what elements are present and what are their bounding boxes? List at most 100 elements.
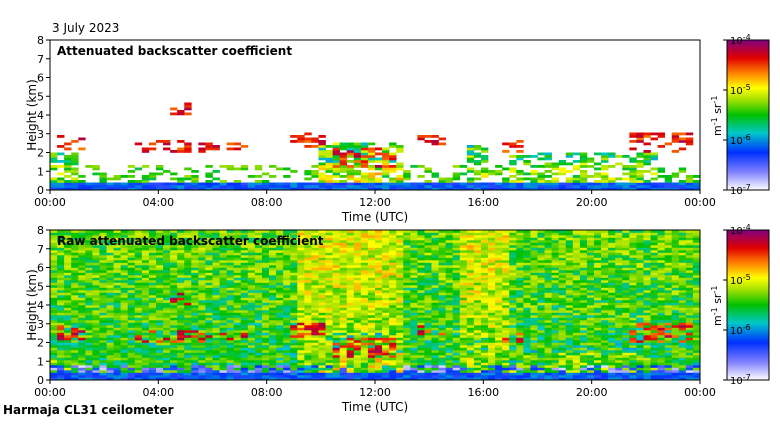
heatmap-cell [156, 305, 163, 308]
heatmap-cell [64, 185, 71, 188]
heatmap-cell [410, 165, 417, 168]
heatmap-cell [523, 273, 530, 276]
heatmap-cell [163, 140, 170, 143]
heatmap-cell [227, 355, 234, 358]
heatmap-cell [213, 315, 220, 318]
heatmap-cell [467, 238, 474, 241]
heatmap-cell [163, 298, 170, 301]
heatmap-cell [432, 315, 439, 318]
heatmap-cell [241, 303, 248, 306]
heatmap-cell [523, 333, 530, 336]
heatmap-cell [198, 290, 205, 293]
heatmap-cell [333, 250, 340, 253]
heatmap-cell [85, 260, 92, 263]
heatmap-cell [636, 135, 643, 138]
heatmap-cell [142, 298, 149, 301]
heatmap-cell [135, 335, 142, 338]
heatmap-cell [340, 275, 347, 278]
heatmap-cell [205, 373, 212, 376]
heatmap-cell [439, 180, 446, 183]
heatmap-cell [234, 375, 241, 378]
heatmap-cell [361, 240, 368, 243]
heatmap-cell [354, 155, 361, 158]
heatmap-cell [234, 288, 241, 291]
heatmap-cell [347, 145, 354, 148]
heatmap-cell [50, 375, 57, 378]
heatmap-cell [502, 308, 509, 311]
heatmap-cell [516, 353, 523, 356]
heatmap-cell [276, 365, 283, 368]
heatmap-cell [311, 350, 318, 353]
heatmap-cell [417, 250, 424, 253]
heatmap-cell [523, 320, 530, 323]
heatmap-cell [85, 375, 92, 378]
heatmap-cell [559, 185, 566, 188]
heatmap-cell [340, 280, 347, 283]
heatmap-cell [304, 258, 311, 261]
heatmap-cell [57, 290, 64, 293]
heatmap-cell [354, 160, 361, 163]
heatmap-cell [92, 268, 99, 271]
heatmap-cell [78, 368, 85, 371]
heatmap-cell [262, 363, 269, 366]
heatmap-cell [333, 310, 340, 313]
heatmap-cell [241, 375, 248, 378]
heatmap-cell [552, 178, 559, 181]
heatmap-cell [530, 368, 537, 371]
heatmap-cell [326, 185, 333, 188]
heatmap-cell [121, 343, 128, 346]
heatmap-cell [460, 270, 467, 273]
heatmap-cell [333, 345, 340, 348]
heatmap-cell [283, 350, 290, 353]
heatmap-cell [156, 168, 163, 171]
heatmap-cell [85, 345, 92, 348]
heatmap-cell [71, 368, 78, 371]
heatmap-cell [92, 308, 99, 311]
heatmap-cell [460, 370, 467, 373]
heatmap-cell [198, 185, 205, 188]
heatmap-cell [354, 263, 361, 266]
heatmap-cell [502, 340, 509, 343]
heatmap-cell [78, 365, 85, 368]
heatmap-cell [99, 360, 106, 363]
heatmap-cell [57, 300, 64, 303]
heatmap-cell [318, 320, 325, 323]
heatmap-cell [439, 343, 446, 346]
heatmap-cell [135, 268, 142, 271]
heatmap-cell [156, 373, 163, 376]
heatmap-cell [269, 258, 276, 261]
heatmap-cell [340, 333, 347, 336]
heatmap-cell [156, 183, 163, 186]
heatmap-cell [234, 260, 241, 263]
heatmap-cell [248, 345, 255, 348]
heatmap-cell [205, 318, 212, 321]
heatmap-cell [297, 365, 304, 368]
heatmap-cell [389, 275, 396, 278]
heatmap-cell [304, 173, 311, 176]
heatmap-cell [382, 248, 389, 251]
heatmap-cell [375, 360, 382, 363]
heatmap-cell [177, 268, 184, 271]
heatmap-cell [439, 298, 446, 301]
heatmap-cell [389, 270, 396, 273]
heatmap-cell [142, 320, 149, 323]
heatmap-cell [403, 245, 410, 248]
heatmap-cell [326, 330, 333, 333]
heatmap-cell [163, 285, 170, 288]
heatmap-cell [516, 348, 523, 351]
heatmap-cell [573, 160, 580, 163]
heatmap-cell [432, 368, 439, 371]
heatmap-cell [135, 290, 142, 293]
heatmap-cell [107, 323, 114, 326]
heatmap-cell [213, 368, 220, 371]
heatmap-cell [396, 168, 403, 171]
heatmap-cell [396, 275, 403, 278]
heatmap-cell [170, 283, 177, 286]
heatmap-cell [424, 370, 431, 373]
heatmap-cell [213, 373, 220, 376]
heatmap-cell [488, 343, 495, 346]
heatmap-cell [396, 295, 403, 298]
heatmap-cell [121, 295, 128, 298]
heatmap-cell [85, 358, 92, 361]
heatmap-cell [184, 373, 191, 376]
